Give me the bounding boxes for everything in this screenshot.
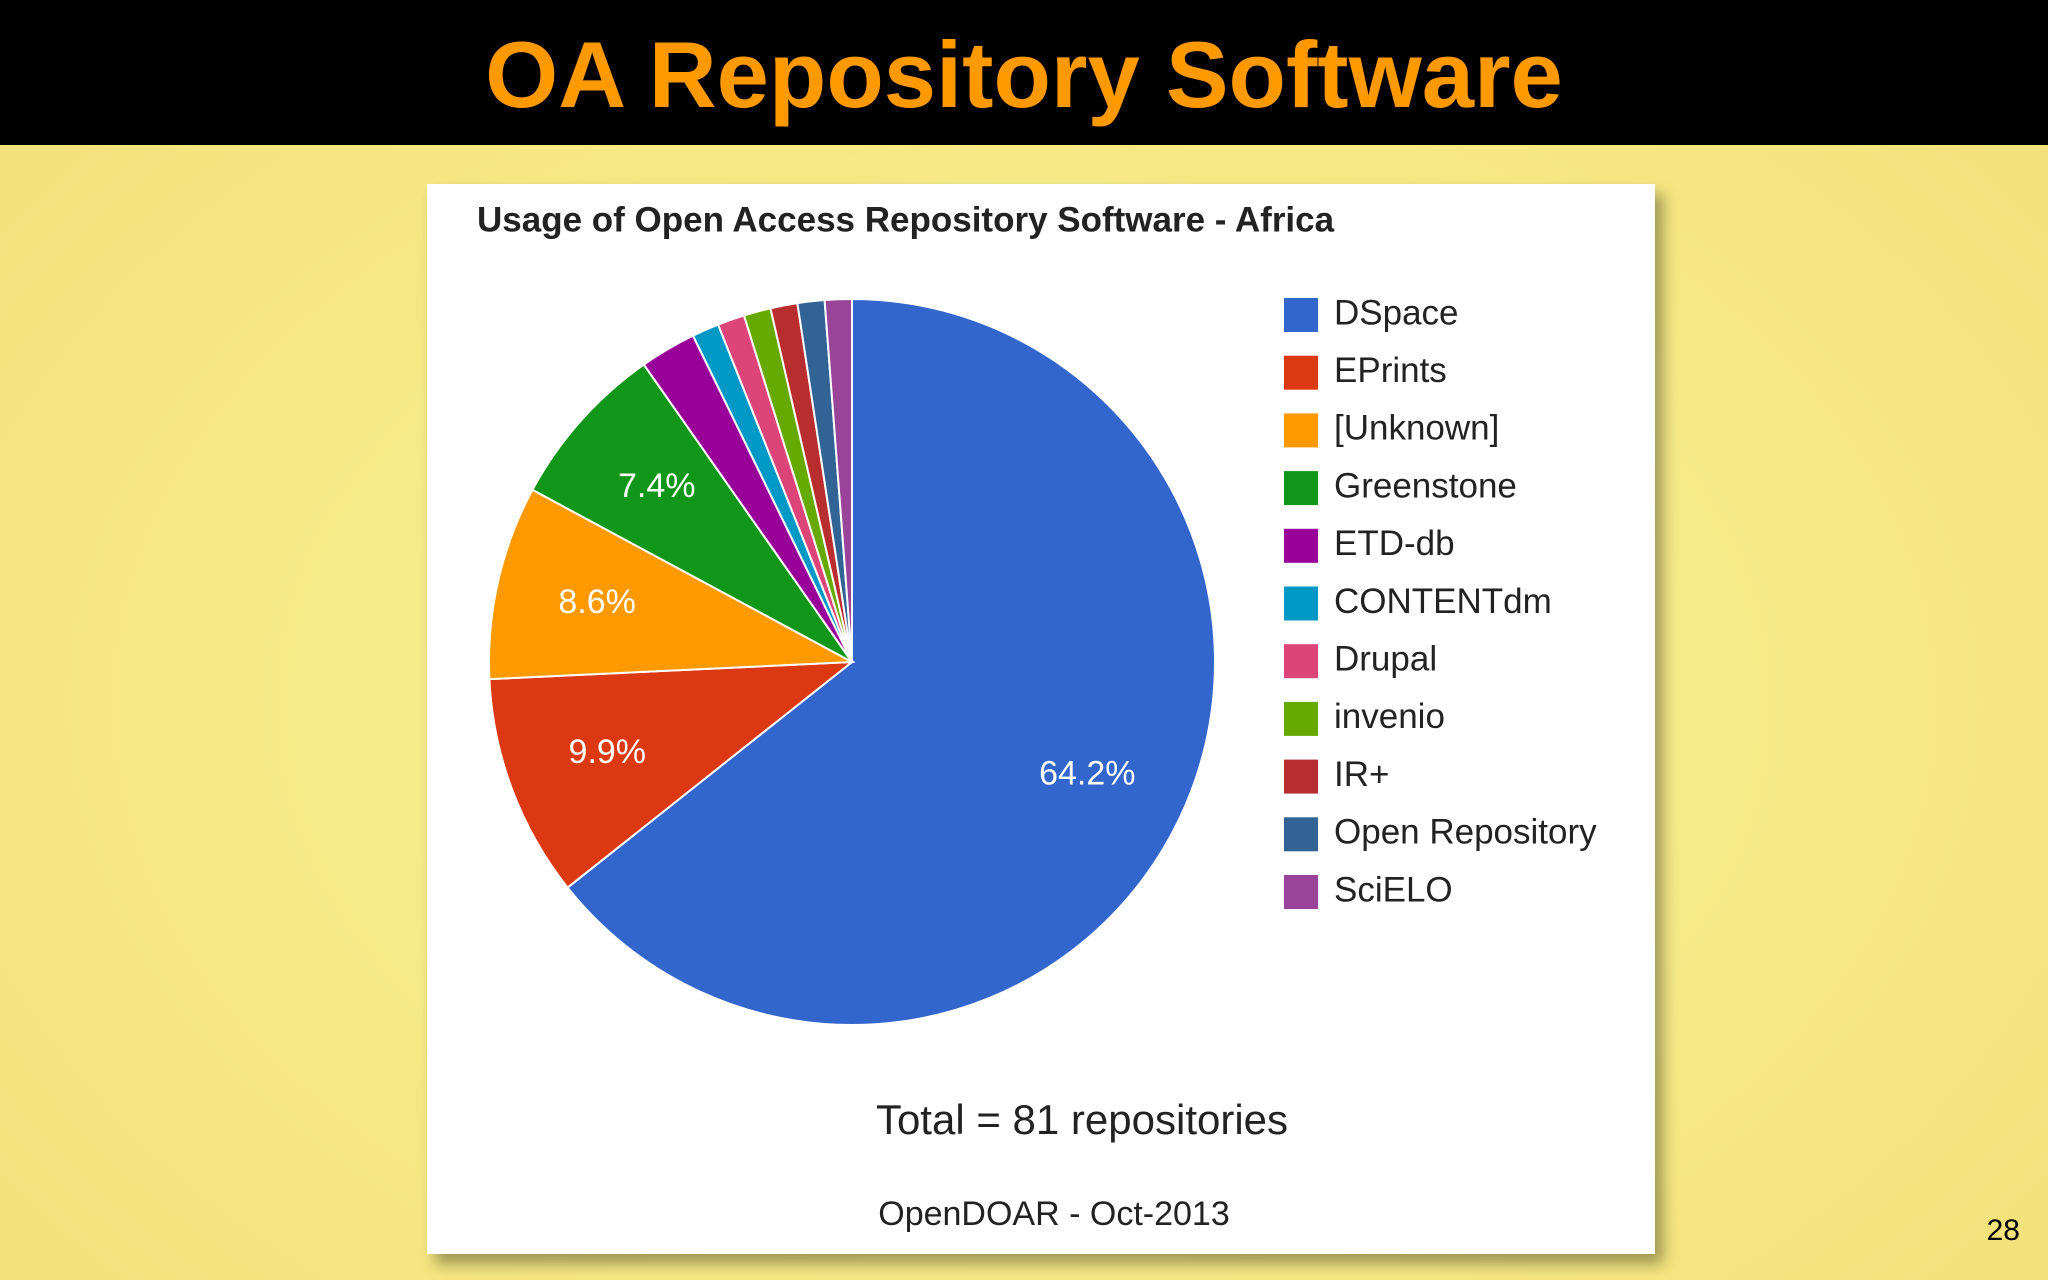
annotation: OpenDOAR - Oct-2013 <box>878 1195 1229 1233</box>
slice-label: 9.9% <box>569 733 647 771</box>
legend-label: Open Repository <box>1334 813 1597 852</box>
legend-label: invenio <box>1334 697 1445 736</box>
legend-swatch <box>1284 759 1318 794</box>
slide-title: OA Repository Software <box>485 22 1563 127</box>
legend-swatch <box>1284 298 1318 332</box>
legend-label: IR+ <box>1334 755 1389 794</box>
legend-label: Drupal <box>1334 639 1437 678</box>
annotation: Total = 81 repositories <box>876 1096 1288 1143</box>
chart-card: Usage of Open Access Repository Software… <box>427 184 1655 1254</box>
slice-label: 64.2% <box>1039 755 1135 793</box>
pie-slice <box>531 363 853 663</box>
chart: Usage of Open Access Repository Software… <box>477 200 1597 1233</box>
title-bar <box>0 0 2048 145</box>
legend-label: SciELO <box>1334 870 1453 909</box>
legend-label: EPrints <box>1334 351 1447 390</box>
legend-label: Greenstone <box>1334 466 1517 505</box>
pie-slice <box>488 660 856 889</box>
chart-title: Usage of Open Access Repository Software… <box>477 200 1335 239</box>
legend-label: DSpace <box>1334 293 1459 332</box>
legend-label: CONTENTdm <box>1334 582 1552 621</box>
legend-swatch <box>1284 528 1318 563</box>
legend-swatch <box>1284 817 1318 852</box>
legend-swatch <box>1284 644 1318 679</box>
pie-slice <box>488 488 856 681</box>
legend-label: [Unknown] <box>1334 409 1499 448</box>
pie-slice <box>566 297 1216 1026</box>
slice-label: 7.4% <box>618 467 696 505</box>
legend-swatch <box>1284 701 1318 736</box>
legend-swatch <box>1284 413 1318 448</box>
legend-swatch <box>1284 875 1318 909</box>
page-number: 28 <box>1986 1214 2020 1247</box>
slice-label: 8.6% <box>558 583 636 621</box>
pie-slice <box>823 297 853 663</box>
legend-swatch <box>1284 586 1318 621</box>
legend-swatch <box>1284 471 1318 506</box>
legend-swatch <box>1284 355 1318 390</box>
legend-label: ETD-db <box>1334 524 1455 563</box>
